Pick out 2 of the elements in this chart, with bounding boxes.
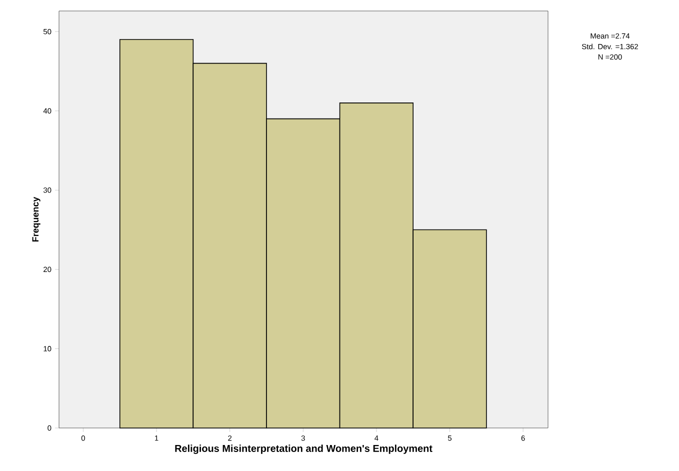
x-axis-title: Religious Misinterpretation and Women's Employment [175,444,432,454]
y-axis-title: Frequency [32,196,40,242]
